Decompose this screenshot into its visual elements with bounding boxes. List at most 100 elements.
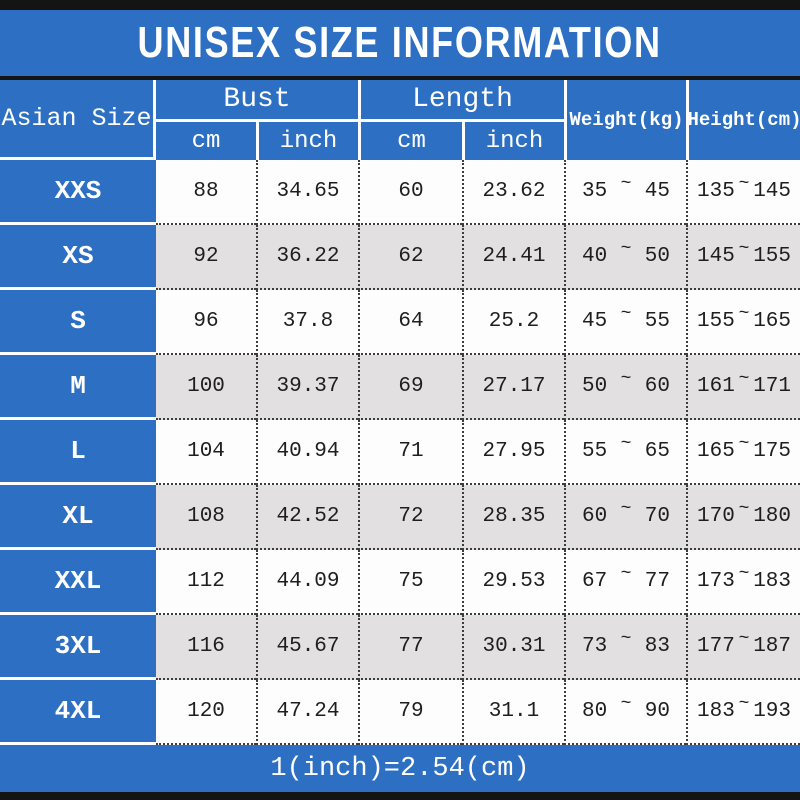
- weight-min: 40: [582, 245, 608, 268]
- weight-max: 65: [644, 440, 670, 463]
- tilde-icon: ~: [738, 238, 750, 259]
- bust-cm-value: 116: [156, 615, 256, 680]
- tilde-icon: ~: [620, 498, 632, 519]
- weight-max: 55: [644, 310, 670, 333]
- size-label: 4XL: [0, 680, 156, 745]
- size-label: XL: [0, 485, 156, 550]
- header-length-cm: cm: [358, 122, 462, 160]
- length-cm-value: 69: [358, 355, 462, 420]
- bust-inch-value: 42.52: [256, 485, 358, 550]
- footer-bar: 1(inch)=2.54(cm): [0, 745, 800, 792]
- height-min: 135: [697, 180, 735, 203]
- length-inch-value: 30.31: [462, 615, 564, 680]
- header-height: Height(cm): [686, 80, 800, 160]
- bust-inch-value: 45.67: [256, 615, 358, 680]
- bottom-frame-bar: [0, 792, 800, 800]
- tilde-icon: ~: [620, 173, 632, 194]
- weight-min: 45: [582, 310, 608, 333]
- height-min: 155: [697, 310, 735, 333]
- tilde-icon: ~: [738, 498, 750, 519]
- weight-range: 73 ~ 83: [564, 615, 686, 680]
- page-title: UNISEX SIZE INFORMATION: [137, 18, 663, 67]
- size-label: XS: [0, 225, 156, 290]
- height-max: 171: [753, 375, 791, 398]
- size-label: M: [0, 355, 156, 420]
- length-cm-value: 71: [358, 420, 462, 485]
- tilde-icon: ~: [738, 693, 750, 714]
- height-max: 145: [753, 180, 791, 203]
- height-range: 135 ~ 145: [686, 160, 800, 225]
- tilde-icon: ~: [738, 368, 750, 389]
- weight-max: 50: [644, 245, 670, 268]
- height-max: 183: [753, 570, 791, 593]
- length-inch-value: 24.41: [462, 225, 564, 290]
- weight-range: 40 ~ 50: [564, 225, 686, 290]
- bust-cm-value: 112: [156, 550, 256, 615]
- length-cm-value: 75: [358, 550, 462, 615]
- top-frame-bar: [0, 0, 800, 10]
- weight-max: 45: [644, 180, 670, 203]
- height-min: 170: [697, 505, 735, 528]
- weight-max: 77: [644, 570, 670, 593]
- weight-min: 60: [582, 505, 608, 528]
- conversion-note: 1(inch)=2.54(cm): [270, 753, 530, 784]
- header-length: Length: [358, 80, 564, 122]
- size-table: Asian Size Bust Length Weight(kg) Height…: [0, 80, 800, 745]
- tilde-icon: ~: [620, 693, 632, 714]
- header-bust: Bust: [156, 80, 358, 122]
- length-cm-value: 77: [358, 615, 462, 680]
- height-max: 193: [753, 700, 791, 723]
- length-inch-value: 27.17: [462, 355, 564, 420]
- height-max: 155: [753, 245, 791, 268]
- height-max: 175: [753, 440, 791, 463]
- tilde-icon: ~: [738, 628, 750, 649]
- length-inch-value: 28.35: [462, 485, 564, 550]
- bust-cm-value: 108: [156, 485, 256, 550]
- height-max: 187: [753, 635, 791, 658]
- height-min: 145: [697, 245, 735, 268]
- bust-inch-value: 36.22: [256, 225, 358, 290]
- header-asian-size: Asian Size: [0, 80, 156, 160]
- height-min: 165: [697, 440, 735, 463]
- bust-inch-value: 34.65: [256, 160, 358, 225]
- tilde-icon: ~: [620, 303, 632, 324]
- height-range: 155 ~ 165: [686, 290, 800, 355]
- weight-range: 67 ~ 77: [564, 550, 686, 615]
- height-min: 161: [697, 375, 735, 398]
- weight-max: 83: [644, 635, 670, 658]
- bust-cm-value: 100: [156, 355, 256, 420]
- length-inch-value: 27.95: [462, 420, 564, 485]
- tilde-icon: ~: [738, 303, 750, 324]
- tilde-icon: ~: [738, 433, 750, 454]
- length-cm-value: 79: [358, 680, 462, 745]
- length-inch-value: 25.2: [462, 290, 564, 355]
- height-min: 177: [697, 635, 735, 658]
- weight-range: 50 ~ 60: [564, 355, 686, 420]
- bust-cm-value: 120: [156, 680, 256, 745]
- weight-min: 73: [582, 635, 608, 658]
- height-min: 173: [697, 570, 735, 593]
- weight-min: 55: [582, 440, 608, 463]
- bust-inch-value: 44.09: [256, 550, 358, 615]
- length-cm-value: 64: [358, 290, 462, 355]
- weight-min: 80: [582, 700, 608, 723]
- size-label: 3XL: [0, 615, 156, 680]
- tilde-icon: ~: [738, 173, 750, 194]
- bust-cm-value: 104: [156, 420, 256, 485]
- length-inch-value: 29.53: [462, 550, 564, 615]
- tilde-icon: ~: [620, 628, 632, 649]
- length-inch-value: 31.1: [462, 680, 564, 745]
- length-cm-value: 72: [358, 485, 462, 550]
- bust-inch-value: 47.24: [256, 680, 358, 745]
- weight-max: 60: [644, 375, 670, 398]
- weight-range: 80 ~ 90: [564, 680, 686, 745]
- size-label: L: [0, 420, 156, 485]
- height-range: 177 ~ 187: [686, 615, 800, 680]
- title-bar: UNISEX SIZE INFORMATION: [0, 10, 800, 76]
- height-max: 180: [753, 505, 791, 528]
- height-range: 183 ~ 193: [686, 680, 800, 745]
- bust-cm-value: 92: [156, 225, 256, 290]
- header-bust-inch: inch: [256, 122, 358, 160]
- height-min: 183: [697, 700, 735, 723]
- header-length-inch: inch: [462, 122, 564, 160]
